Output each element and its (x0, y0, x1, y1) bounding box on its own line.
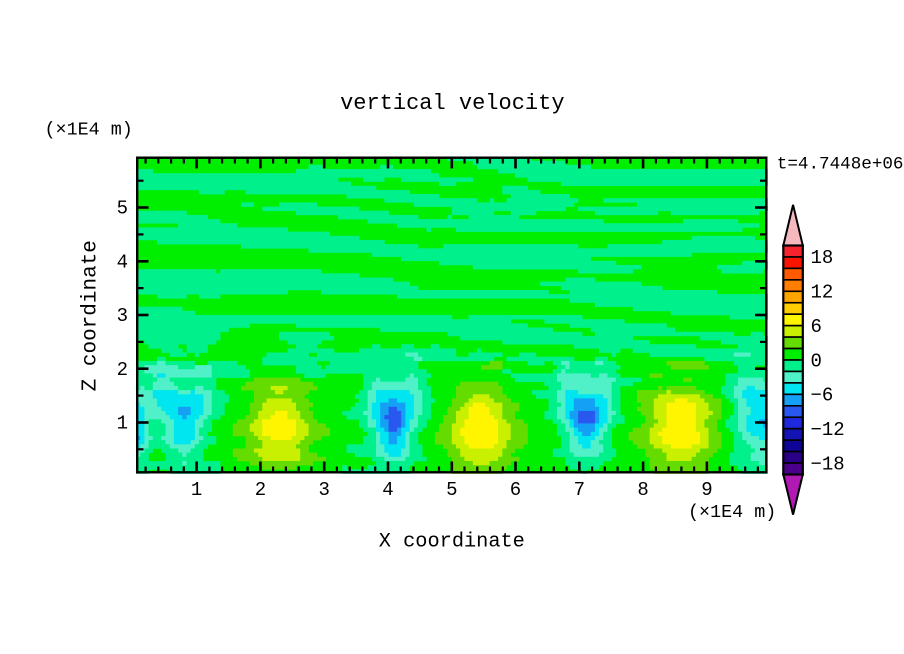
svg-text:7: 7 (574, 479, 585, 501)
svg-text:3: 3 (117, 305, 128, 327)
svg-text:5: 5 (446, 479, 457, 501)
svg-text:3: 3 (318, 479, 329, 501)
svg-text:1: 1 (117, 413, 128, 435)
svg-text:(×1E4 m): (×1E4 m) (45, 119, 133, 140)
svg-text:(×1E4 m): (×1E4 m) (688, 502, 776, 523)
svg-text:6: 6 (811, 316, 822, 338)
svg-text:−18: −18 (811, 453, 845, 475)
svg-text:−12: −12 (811, 419, 845, 441)
svg-text:t=4.7448e+06: t=4.7448e+06 (777, 155, 904, 175)
svg-text:5: 5 (117, 198, 128, 220)
svg-text:X coordinate: X coordinate (379, 531, 525, 554)
svg-text:18: 18 (811, 247, 834, 269)
svg-text:1: 1 (191, 479, 202, 501)
svg-text:6: 6 (510, 479, 521, 501)
svg-text:2: 2 (255, 479, 266, 501)
svg-text:Z coordinate: Z coordinate (80, 240, 103, 391)
svg-text:0: 0 (811, 350, 822, 372)
svg-text:−6: −6 (811, 385, 834, 407)
svg-text:vertical velocity: vertical velocity (340, 91, 564, 116)
svg-text:12: 12 (811, 282, 834, 304)
svg-text:4: 4 (382, 479, 393, 501)
svg-text:4: 4 (117, 252, 128, 274)
svg-text:9: 9 (701, 479, 712, 501)
svg-text:2: 2 (117, 359, 128, 381)
svg-text:8: 8 (637, 479, 648, 501)
